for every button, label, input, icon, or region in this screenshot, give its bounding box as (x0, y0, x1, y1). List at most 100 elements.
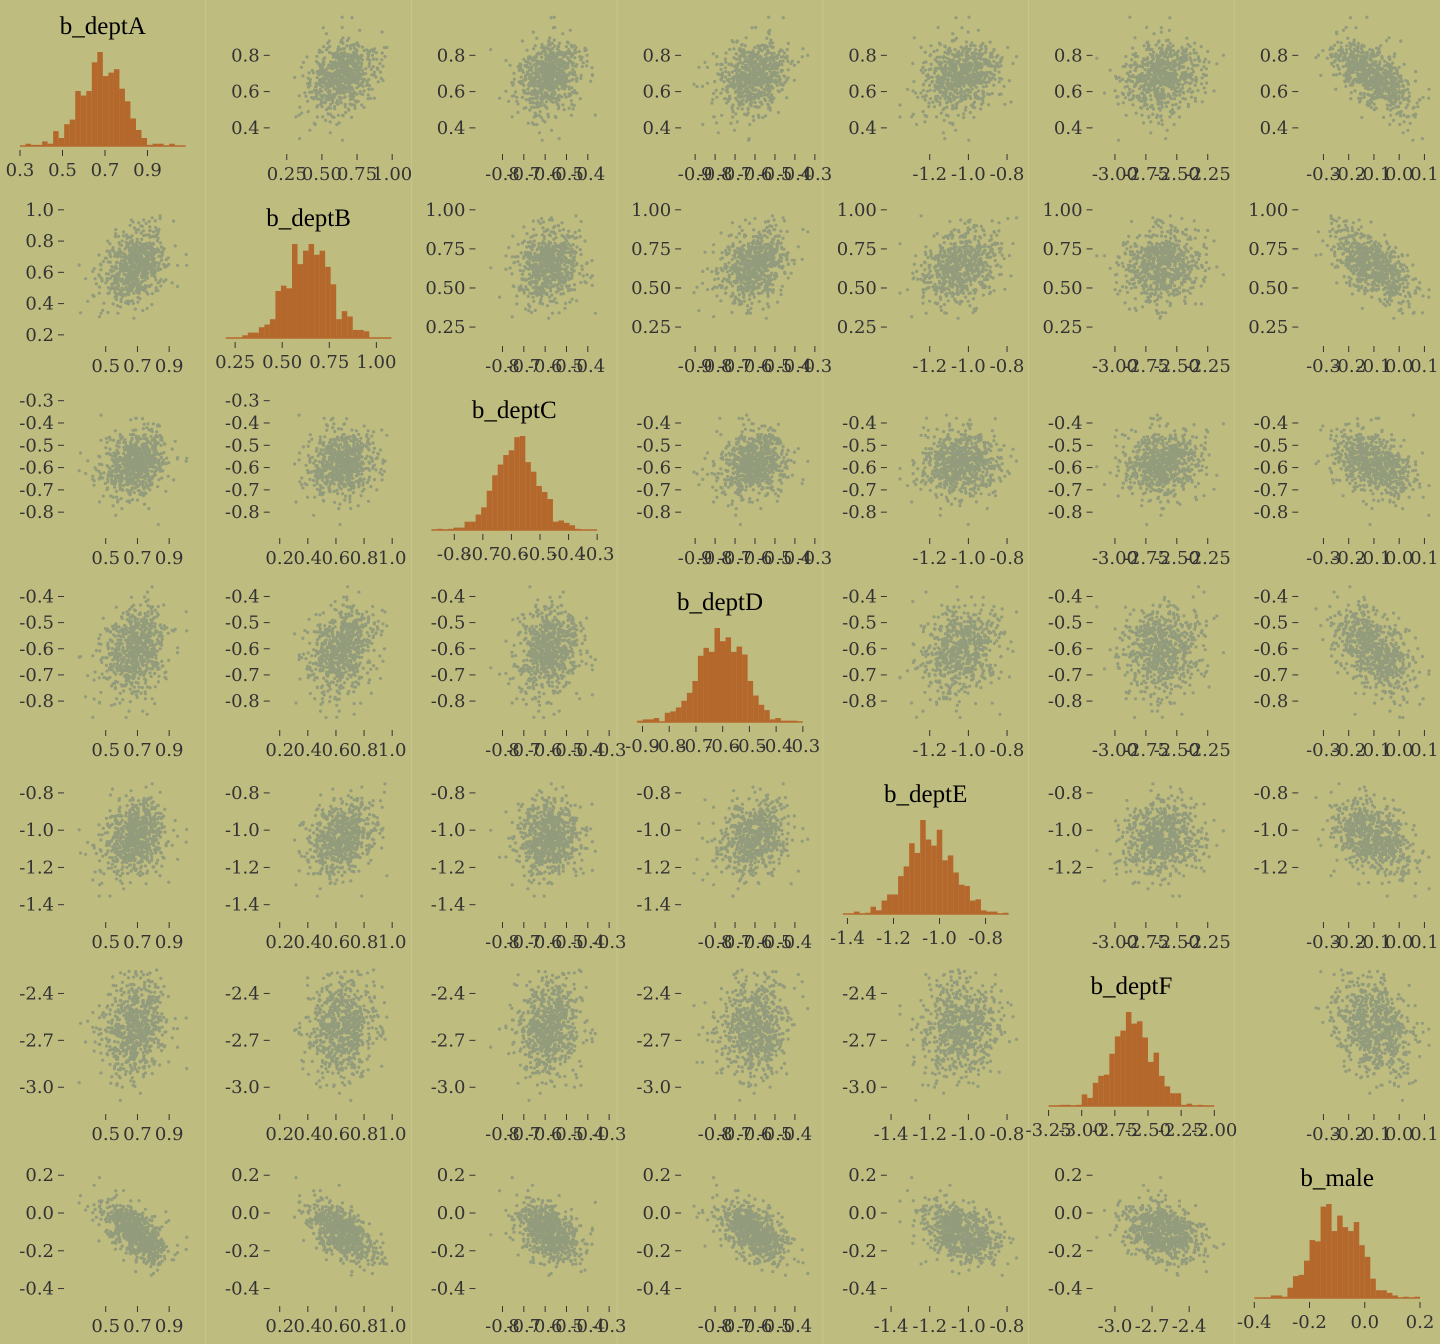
scatter-points (898, 214, 1019, 320)
x-tick-label: -0.5 (523, 544, 558, 565)
histogram-bar (247, 332, 254, 338)
x-tick-label: -1.2 (912, 548, 947, 569)
x-tick-label: -0.3 (1306, 1124, 1341, 1145)
x-tick-label: 0.7 (123, 1316, 152, 1337)
y-tick-label: -1.4 (225, 895, 260, 916)
y-tick-label: 0.25 (425, 317, 465, 338)
y-tick-label: -0.8 (225, 691, 260, 712)
histogram-bar (47, 143, 54, 146)
histogram-bar (292, 244, 298, 338)
histogram-bar (670, 711, 676, 722)
x-tick-label: -0.4 (778, 164, 813, 185)
x-tick-label: -0.6 (528, 1316, 563, 1337)
x-tick-label: -0.1 (1357, 548, 1392, 569)
y-tick-label: -1.2 (19, 857, 54, 878)
histogram-bar (297, 264, 304, 338)
x-tick-label: -0.1 (1357, 1124, 1392, 1145)
scatter-points (293, 585, 389, 720)
y-tick-label: -3.0 (225, 1077, 260, 1098)
y-tick-label: -2.7 (431, 1030, 466, 1051)
x-tick-label: -2.50 (1154, 356, 1200, 377)
scatter-panel-1-3: 0.25 0.50 0.75 1.00 -0.9-0.8-0.7-0.6-0.5-0.4… (631, 200, 832, 377)
x-tick-label: -0.7 (506, 740, 541, 761)
histogram-bar (936, 829, 943, 914)
histogram-bar (503, 455, 509, 530)
scatter-points (898, 585, 1019, 720)
scatter-points (489, 214, 597, 320)
histogram-bar (681, 700, 687, 722)
x-tick-label: -0.8 (485, 932, 520, 953)
x-tick-label: -0.2 (1331, 740, 1366, 761)
histogram-bar (42, 141, 48, 146)
scatter-points (1314, 413, 1431, 527)
y-tick-label: -0.7 (225, 665, 260, 686)
y-tick-label: -3.0 (636, 1077, 671, 1098)
histogram-bar (475, 514, 482, 530)
diag-panel-b_deptE: b_deptE -1.4 -1.2 -1.0 -0.8 (830, 781, 1009, 949)
histogram-bar (1153, 1052, 1160, 1106)
histogram-bar (725, 637, 732, 722)
histogram-bar (119, 88, 125, 146)
x-tick-label: -1.0 (951, 548, 986, 569)
y-tick-label: -0.8 (636, 502, 671, 523)
histogram-bar (1276, 1295, 1282, 1298)
y-tick-label: 0.2 (231, 1165, 260, 1186)
histogram-bar (1148, 1061, 1154, 1106)
y-tick-label: -0.6 (1254, 458, 1289, 479)
y-tick-label: 0.0 (1054, 1203, 1083, 1224)
histogram-bar (97, 52, 103, 146)
scatter-points (1314, 782, 1431, 898)
y-tick-label: -0.6 (1048, 639, 1083, 660)
x-tick-label: -0.7 (506, 356, 541, 377)
x-tick-label: -0.6 (528, 1124, 563, 1145)
y-tick-label: 0.4 (231, 118, 260, 139)
histogram-bar (753, 695, 759, 722)
diag-title: b_deptA (60, 13, 146, 40)
x-tick-label: 0.1 (1410, 548, 1439, 569)
y-tick-label: -0.3 (225, 391, 260, 412)
histogram-bar (958, 884, 965, 914)
histogram-bar (736, 646, 743, 722)
x-tick-label: -2.50 (1125, 1120, 1171, 1141)
scatter-points (692, 782, 810, 898)
x-tick-label: -0.8 (990, 740, 1025, 761)
histogram-bar (470, 521, 476, 530)
scatter-panel-6-5: -0.4 -0.2 0.0 0.2 -3.0 -2.7 -2.4 (1048, 1165, 1226, 1337)
y-tick-label: -0.5 (225, 435, 260, 456)
y-tick-label: -0.4 (842, 1279, 877, 1300)
y-tick-label: -0.8 (431, 691, 466, 712)
y-tick-label: -0.2 (225, 1241, 260, 1262)
histogram-bar (314, 254, 320, 338)
x-tick-label: -0.3 (592, 932, 627, 953)
histogram-bar (75, 90, 81, 146)
x-tick-label: 0.7 (123, 932, 152, 953)
x-tick-label: -1.2 (912, 1316, 947, 1337)
y-tick-label: -0.8 (1254, 502, 1289, 523)
histogram-bar (541, 491, 548, 530)
scatter-panel-0-1: 0.4 0.6 0.8 0.250.500.751.00 (231, 15, 412, 185)
y-tick-label: -3.0 (431, 1077, 466, 1098)
histogram-bar (964, 885, 970, 914)
y-tick-label: 0.2 (1054, 1165, 1083, 1186)
histogram-bar (363, 331, 370, 338)
y-tick-label: -1.0 (1254, 820, 1289, 841)
x-tick-label: 0.6 (322, 740, 351, 761)
histogram-bar (319, 250, 326, 338)
x-tick-label: -0.8 (990, 548, 1025, 569)
x-tick-label: -0.4 (551, 544, 586, 565)
histogram-bar (881, 900, 888, 914)
histogram-bar (914, 852, 921, 914)
scatter-panel-4-3: -1.4-1.2-1.0-0.8-0.8-0.7-0.6-0.5-0.4 (636, 782, 812, 953)
scatter-panel-5-2: -3.0 -2.7 -2.4 -0.8-0.7-0.6-0.5-0.4-0.3 (431, 968, 627, 1145)
x-tick-label: 1.0 (378, 932, 407, 953)
scatter-panel-0-2: 0.4 0.6 0.8 -0.8-0.7-0.6-0.5-0.4 (437, 15, 605, 185)
x-tick-label: -1.2 (912, 164, 947, 185)
y-tick-label: -0.5 (431, 613, 466, 634)
x-tick-label: 1.0 (378, 740, 407, 761)
histogram-bar (758, 704, 765, 722)
y-tick-label: -1.0 (636, 820, 671, 841)
x-tick-label: -0.5 (758, 164, 793, 185)
y-tick-label: -0.8 (1048, 783, 1083, 804)
x-tick-label: -2.50 (1154, 164, 1200, 185)
histogram-bar (113, 69, 120, 146)
